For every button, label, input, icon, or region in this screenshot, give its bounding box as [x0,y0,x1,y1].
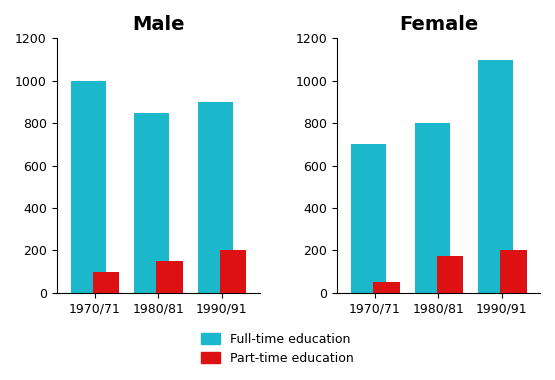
Bar [351,144,386,293]
Legend: Full-time education, Part-time education: Full-time education, Part-time education [196,328,359,370]
Title: Male: Male [132,15,184,34]
Bar [93,272,119,293]
Bar [220,250,246,293]
Bar [373,282,400,293]
Bar [437,256,463,293]
Bar [71,81,106,293]
Bar [500,250,527,293]
Title: Female: Female [399,15,478,34]
Bar [415,123,450,293]
Bar [134,112,169,293]
Bar [478,60,513,293]
Bar [157,261,183,293]
Bar [198,102,233,293]
